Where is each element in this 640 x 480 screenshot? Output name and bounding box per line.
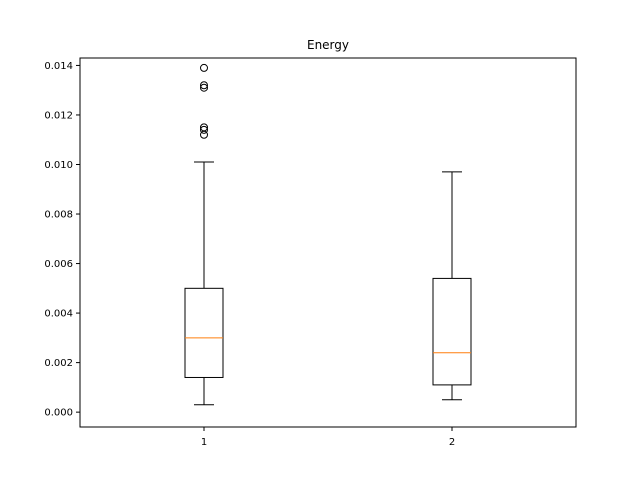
x-tick-label: 1: [201, 437, 207, 448]
box-group-1: [184, 63, 224, 406]
y-tick-label: 0.008: [44, 210, 73, 221]
plot-frame: [79, 57, 577, 428]
x-tick-label: 2: [449, 437, 455, 448]
y-tick-label: 0.002: [44, 358, 73, 369]
outlier-point: [200, 125, 208, 134]
y-tick-label: 0.004: [44, 309, 73, 320]
axes: 0.000 0.002 0.004 0.006 0.008 0.010 0.012 0.014…: [44, 57, 577, 448]
box-group-2: [432, 171, 472, 401]
y-tick-label: 0.010: [44, 160, 73, 171]
chart-title: Energy: [307, 38, 349, 52]
plot-marks: [184, 63, 472, 406]
outlier-point: [200, 83, 208, 92]
outlier-point: [200, 123, 208, 132]
y-tick-label: 0.014: [44, 61, 73, 72]
y-tick-label: 0.012: [44, 110, 73, 121]
outlier-point: [200, 63, 208, 72]
y-tick-label: 0.006: [44, 259, 73, 270]
box-iqr: [432, 277, 472, 386]
outlier-point: [200, 81, 208, 90]
y-tick-label: 0.000: [44, 408, 73, 419]
box-iqr: [184, 287, 224, 378]
